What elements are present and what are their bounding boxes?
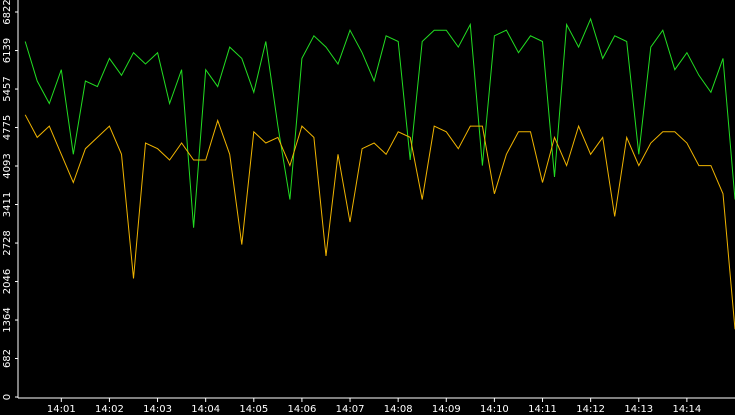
x-tick-label: 14:10 <box>480 404 509 415</box>
x-tick-label: 14:13 <box>624 404 653 415</box>
y-tick-label: 682 <box>2 349 13 368</box>
y-tick-label: 1364 <box>2 307 13 332</box>
x-tick-label: 14:08 <box>384 404 413 415</box>
y-tick-label: 4093 <box>2 153 13 178</box>
y-tick-label: 6139 <box>2 38 13 63</box>
x-tick-label: 14:14 <box>672 404 701 415</box>
x-tick-label: 14:05 <box>239 404 268 415</box>
x-tick-label: 14:09 <box>432 404 461 415</box>
x-tick-label: 14:07 <box>336 404 365 415</box>
y-tick-label: 3411 <box>2 192 13 217</box>
y-tick-label: 2728 <box>2 230 13 255</box>
x-tick-label: 14:11 <box>528 404 557 415</box>
x-tick-label: 14:01 <box>47 404 76 415</box>
y-tick-label: 0 <box>2 394 13 400</box>
y-tick-label: 5457 <box>2 76 13 101</box>
x-tick-label: 14:12 <box>576 404 605 415</box>
y-tick-label: 2046 <box>2 269 13 294</box>
series-line <box>24 17 735 228</box>
x-tick-label: 14:04 <box>191 404 220 415</box>
x-tick-label: 14:03 <box>143 404 172 415</box>
y-tick-label: 4775 <box>2 115 13 140</box>
x-tick-label: 14:02 <box>95 404 124 415</box>
x-tick-label: 14:06 <box>287 404 316 415</box>
y-tick-label: 6822 <box>2 0 13 25</box>
series-line <box>24 114 735 330</box>
